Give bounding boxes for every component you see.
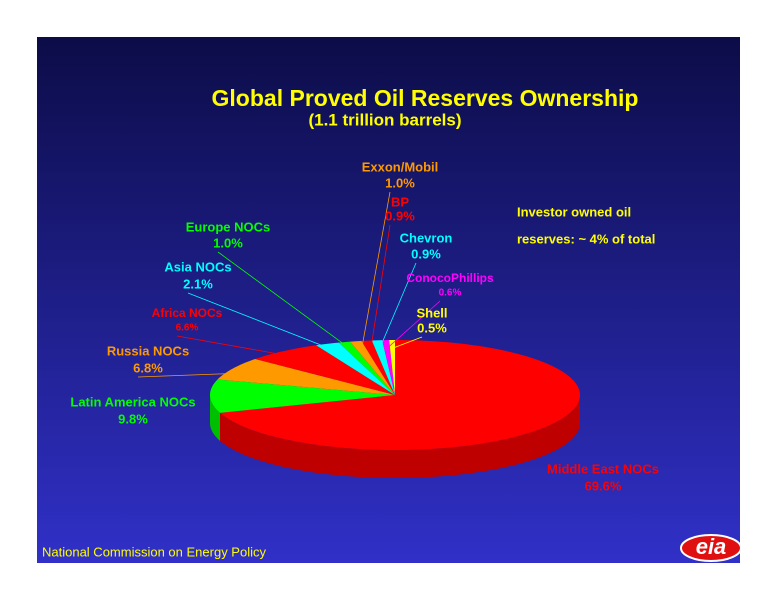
logo-text: eia: [696, 534, 727, 559]
value-label: 6.6%: [176, 323, 199, 334]
logo-swoosh: [680, 534, 742, 562]
annotation: Investor owned oil: [517, 204, 631, 219]
value-label: 1.0%: [213, 235, 243, 250]
leader-line: [392, 336, 423, 349]
category-label: ConocoPhillips: [406, 271, 494, 285]
slice-side: [220, 395, 580, 478]
slice: [316, 342, 395, 395]
value-label: 0.9%: [411, 246, 441, 261]
category-label: Europe NOCs: [186, 219, 271, 234]
leader-line: [379, 262, 417, 349]
value-label: 0.9%: [385, 208, 415, 223]
value-label: 2.1%: [183, 276, 213, 291]
slice: [350, 340, 395, 395]
annotation: reserves: ~ 4% of total: [517, 231, 655, 246]
category-label: Russia NOCs: [107, 343, 189, 358]
slice: [220, 340, 580, 450]
slice: [255, 345, 395, 395]
value-label: 9.8%: [118, 411, 148, 426]
slice: [210, 379, 395, 413]
category-label: Asia NOCs: [164, 259, 231, 274]
slice: [217, 358, 395, 395]
category-label: BP: [391, 194, 409, 209]
slice: [371, 340, 395, 395]
leader-line: [217, 251, 353, 351]
leader-line: [187, 292, 338, 352]
leader-line: [361, 191, 391, 350]
pie: [210, 340, 580, 478]
value-label: 69.6%: [585, 478, 622, 493]
leader-line: [370, 224, 391, 349]
chart-title: Global Proved Oil Reserves Ownership: [212, 85, 639, 111]
labels: Middle East NOCs 69.6% Latin America NOCs 9…: [70, 159, 659, 493]
value-label: 1.0%: [385, 175, 415, 190]
slice-side: [210, 395, 221, 441]
value-label: 6.8%: [133, 360, 163, 375]
leader-line: [386, 300, 441, 349]
category-label: Latin America NOCs: [70, 394, 195, 409]
chart-subtitle: (1.1 trillion barrels): [308, 110, 461, 129]
slice: [382, 340, 395, 395]
category-label: Shell: [416, 305, 447, 320]
category-label: Africa NOCs: [152, 306, 223, 320]
category-label: Middle East NOCs: [547, 461, 659, 476]
slice: [361, 340, 395, 395]
slice: [338, 341, 395, 395]
slice: [389, 340, 395, 395]
source: National Commission on Energy Policy: [42, 544, 266, 559]
category-label: Exxon/Mobil: [362, 159, 439, 174]
leader-line: [137, 372, 258, 378]
value-label: 0.6%: [439, 288, 462, 299]
category-label: Chevron: [400, 230, 453, 245]
logo: eia: [680, 534, 742, 562]
leader-line: [176, 335, 301, 359]
value-label: 0.5%: [417, 320, 447, 335]
